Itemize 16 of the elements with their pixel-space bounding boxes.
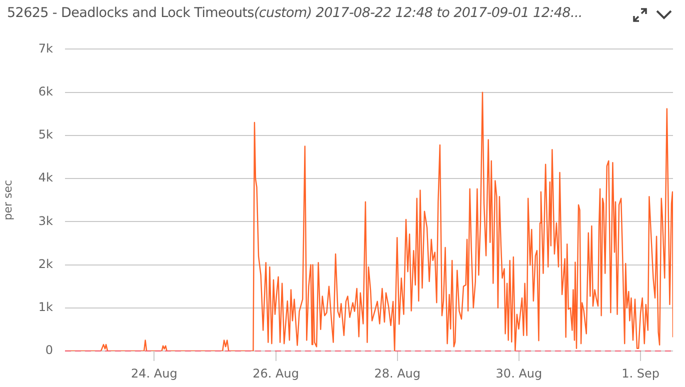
chart-subtitle: (custom) 2017-08-22 12:48 to 2017-09-01 12:48... [254,5,582,21]
y-tick-label: 2k [38,256,54,271]
y-tick-label: 3k [38,214,54,228]
chart-title: 52625 - Deadlocks and Lock Timeouts [7,5,254,21]
y-tick-label: 5k [38,128,54,142]
y-tick-label: 6k [38,84,54,98]
x-tick-label: 24. Aug [131,366,178,380]
x-tick-label: 1. Sep [622,366,660,380]
x-tick-label: 26. Aug [252,366,299,380]
y-axis-title: per sec [1,180,14,220]
y-tick-label: 7k [38,41,54,56]
x-tick-label: 30. Aug [496,366,542,380]
y-tick-label: 0 [45,343,53,358]
y-tick-label: 4k [38,170,54,185]
x-tick-label: 28. Aug [374,366,421,380]
y-tick-label: 1k [38,300,54,314]
